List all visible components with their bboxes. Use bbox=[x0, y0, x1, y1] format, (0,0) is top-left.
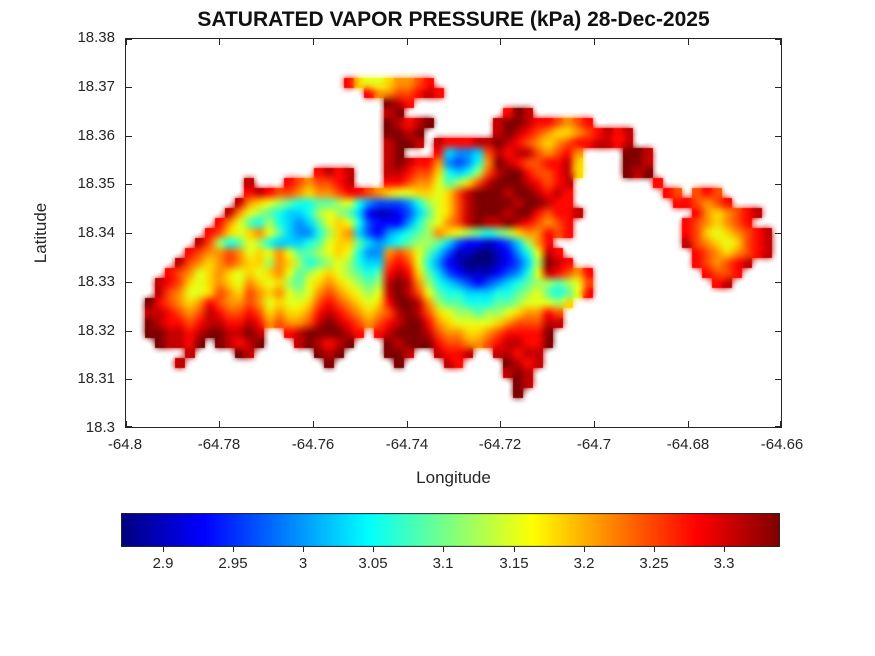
colorbar-tick-label: 3.3 bbox=[713, 555, 735, 572]
x-tick-label: -64.8 bbox=[107, 436, 143, 453]
y-tick-mark-left bbox=[126, 184, 132, 185]
y-tick-mark-left bbox=[126, 282, 132, 283]
y-tick-mark-right bbox=[775, 87, 781, 88]
colorbar-tick-mark bbox=[724, 547, 725, 552]
colorbar-canvas bbox=[121, 513, 780, 547]
x-tick-mark-bottom bbox=[126, 421, 127, 427]
y-tick-label: 18.34 bbox=[77, 224, 115, 241]
heatmap-canvas bbox=[125, 38, 782, 428]
x-tick-mark-top bbox=[780, 39, 781, 45]
y-tick-mark-right bbox=[775, 426, 781, 427]
x-tick-mark-bottom bbox=[407, 421, 408, 427]
x-tick-label: -64.66 bbox=[760, 436, 804, 453]
colorbar-tick-mark bbox=[373, 547, 374, 552]
y-tick-mark-right bbox=[775, 136, 781, 137]
x-tick-mark-top bbox=[500, 39, 501, 45]
x-tick-mark-bottom bbox=[688, 421, 689, 427]
x-tick-mark-top bbox=[219, 39, 220, 45]
colorbar-tick-label: 3.1 bbox=[432, 555, 454, 572]
colorbar-tick-label: 3 bbox=[298, 555, 308, 572]
x-tick-mark-bottom bbox=[313, 421, 314, 427]
y-tick-mark-left bbox=[126, 426, 132, 427]
colorbar bbox=[121, 513, 780, 547]
y-tick-mark-left bbox=[126, 331, 132, 332]
colorbar-tick-label: 3.05 bbox=[358, 555, 388, 572]
colorbar-tick-label: 2.9 bbox=[152, 555, 174, 572]
x-tick-mark-top bbox=[313, 39, 314, 45]
x-tick-mark-top bbox=[688, 39, 689, 45]
colorbar-tick-mark bbox=[514, 547, 515, 552]
y-tick-mark-left bbox=[126, 39, 132, 40]
y-tick-label: 18.32 bbox=[77, 322, 115, 339]
y-tick-mark-right bbox=[775, 39, 781, 40]
x-tick-mark-top bbox=[126, 39, 127, 45]
colorbar-tick-mark bbox=[584, 547, 585, 552]
colorbar-tick-label: 3.2 bbox=[573, 555, 595, 572]
colorbar-tick-label: 3.25 bbox=[639, 555, 669, 572]
colorbar-tick-mark bbox=[163, 547, 164, 552]
y-tick-mark-right bbox=[775, 184, 781, 185]
colorbar-tick-mark bbox=[303, 547, 304, 552]
colorbar-tick-label: 2.95 bbox=[218, 555, 248, 572]
colorbar-tick-mark bbox=[654, 547, 655, 552]
x-axis-label: Longitude bbox=[416, 468, 491, 487]
y-tick-label: 18.36 bbox=[77, 127, 115, 144]
colorbar-tick-mark bbox=[443, 547, 444, 552]
y-tick-mark-left bbox=[126, 233, 132, 234]
y-tick-mark-left bbox=[126, 136, 132, 137]
x-tick-label: -64.68 bbox=[666, 436, 710, 453]
x-tick-mark-bottom bbox=[780, 421, 781, 427]
x-tick-mark-bottom bbox=[500, 421, 501, 427]
colorbar-tick-mark bbox=[233, 547, 234, 552]
plot-area bbox=[125, 38, 782, 428]
y-tick-label: 18.33 bbox=[77, 273, 115, 290]
y-tick-label: 18.38 bbox=[77, 29, 115, 46]
x-tick-label: -64.72 bbox=[478, 436, 522, 453]
x-tick-label: -64.76 bbox=[291, 436, 335, 453]
y-tick-mark-right bbox=[775, 331, 781, 332]
y-tick-mark-right bbox=[775, 282, 781, 283]
y-tick-mark-left bbox=[126, 379, 132, 380]
y-tick-label: 18.31 bbox=[77, 370, 115, 387]
y-tick-label: 18.37 bbox=[77, 78, 115, 95]
figure-title: SATURATED VAPOR PRESSURE (kPa) 28-Dec-20… bbox=[197, 8, 710, 31]
x-tick-label: -64.7 bbox=[576, 436, 612, 453]
y-tick-mark-left bbox=[126, 87, 132, 88]
x-tick-mark-bottom bbox=[594, 421, 595, 427]
x-tick-mark-bottom bbox=[219, 421, 220, 427]
x-tick-mark-top bbox=[594, 39, 595, 45]
y-tick-label: 18.35 bbox=[77, 175, 115, 192]
y-tick-label: 18.3 bbox=[85, 419, 115, 436]
x-tick-label: -64.74 bbox=[385, 436, 429, 453]
x-tick-label: -64.78 bbox=[197, 436, 241, 453]
colorbar-tick-label: 3.15 bbox=[499, 555, 529, 572]
x-tick-mark-top bbox=[407, 39, 408, 45]
y-tick-mark-right bbox=[775, 379, 781, 380]
y-tick-mark-right bbox=[775, 233, 781, 234]
